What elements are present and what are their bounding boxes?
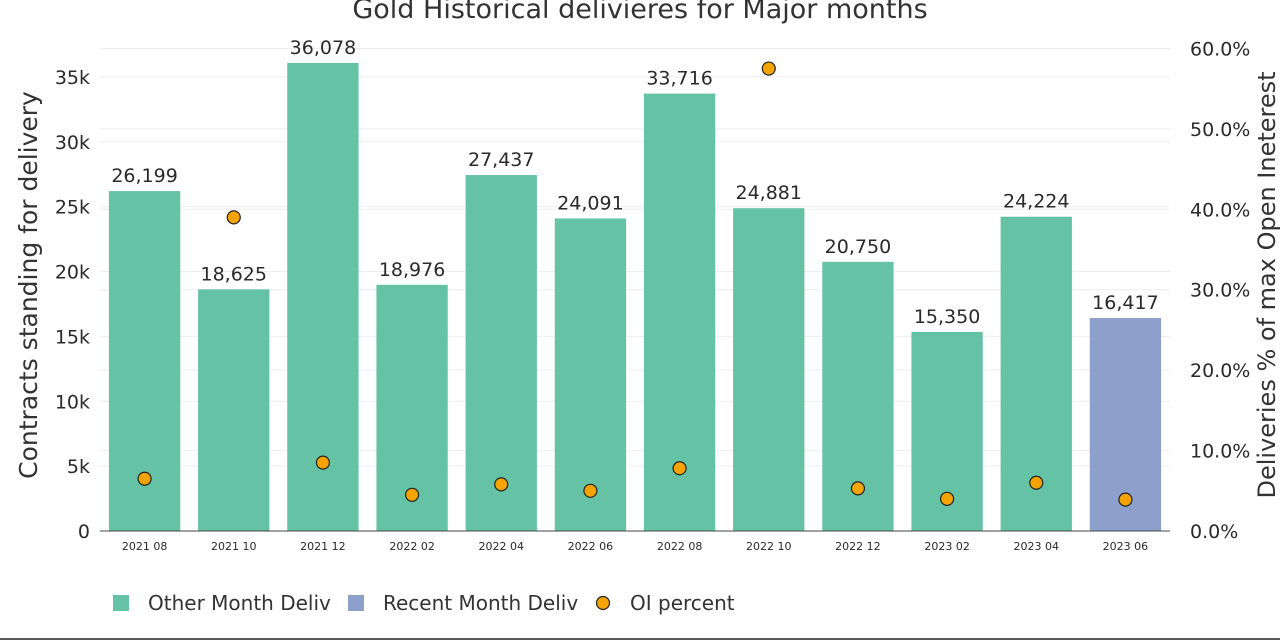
oi-percent-marker[interactable]: [137, 471, 152, 486]
y-tick-label: 25k: [55, 197, 90, 219]
gridlines: [100, 47, 1170, 467]
y-tick-label: 0: [78, 521, 90, 543]
x-tick-label: 2022 12: [835, 540, 881, 553]
y2-tick-label: 10.0%: [1190, 441, 1250, 463]
y2-axis-label: Deliveries % of max Open Ineterest: [1253, 71, 1280, 498]
y-tick-label: 5k: [67, 456, 90, 478]
legend-marker: [595, 595, 611, 611]
x-tick-label: 2022 04: [479, 540, 525, 553]
bar[interactable]: [287, 62, 359, 531]
y-tick-label: 20k: [55, 262, 90, 284]
oi-percent-marker[interactable]: [1118, 492, 1133, 507]
axes: 0 5k 10k 15k 20k 25k 30k 35k 0.0% 10.0% 20.0% 30.0%…: [0, 38, 1280, 640]
x-tick-label: 2022 10: [746, 540, 792, 553]
y-tick-label: 30k: [55, 132, 90, 154]
bar-value-label: 18,625: [201, 263, 267, 285]
x-tick-label: 2022 02: [389, 540, 435, 553]
legend[interactable]: Other Month Deliv Recent Month Deliv OI pe…: [113, 591, 735, 615]
oi-percent-marker[interactable]: [404, 487, 420, 502]
bar-value-label: 24,224: [1003, 191, 1069, 213]
y2-tick-label: 50.0%: [1190, 119, 1250, 141]
oi-percent-marker[interactable]: [850, 481, 866, 496]
oi-percent-marker[interactable]: [494, 477, 509, 492]
bar-value-label: 18,976: [379, 259, 445, 281]
oi-percent-markers: [137, 61, 1133, 507]
y-tick-label: 15k: [55, 326, 90, 348]
bar-value-labels: 26,199 18,625 36,078 18,976 27,437 24,091 33,7…: [111, 37, 1158, 328]
bar[interactable]: [643, 93, 716, 532]
y-tick-label: 35k: [55, 67, 90, 89]
oi-percent-marker[interactable]: [672, 461, 687, 476]
bar-value-label: 36,078: [290, 37, 356, 59]
x-tick-label: 2022 08: [657, 540, 703, 553]
bar-value-label: 15,350: [914, 306, 980, 328]
bar-value-label: 26,199: [111, 165, 177, 187]
legend-swatch: [113, 595, 129, 611]
y2-tick-label: 20.0%: [1190, 360, 1250, 382]
legend-item[interactable]: Other Month Deliv: [113, 591, 331, 615]
bars: [108, 62, 1162, 532]
y2-tick-label: 0.0%: [1190, 521, 1238, 543]
oi-percent-marker[interactable]: [1029, 475, 1044, 490]
chart-title: Gold Historical delivieres for Major mon…: [352, 0, 927, 25]
bar-value-label: 24,881: [736, 182, 802, 204]
x-tick-label: 2021 10: [211, 540, 257, 553]
y2-tick-label: 40.0%: [1190, 199, 1250, 221]
x-tick-label: 2023 02: [924, 540, 970, 553]
x-tick-label: 2023 06: [1103, 540, 1149, 553]
bar[interactable]: [554, 218, 627, 531]
y-tick-label: 10k: [55, 391, 90, 413]
legend-item[interactable]: Recent Month Deliv: [348, 591, 578, 615]
x-tick-label: 2021 12: [300, 540, 346, 553]
bar[interactable]: [733, 208, 805, 531]
legend-label: Other Month Deliv: [148, 591, 331, 615]
y-axis-label: Contracts standing for delivery: [14, 91, 43, 479]
x-tick-label: 2022 06: [568, 540, 614, 553]
y2-tick-label: 60.0%: [1190, 38, 1250, 60]
bar-value-label: 27,437: [468, 149, 534, 171]
oi-percent-marker[interactable]: [226, 210, 241, 225]
bar-value-label: 33,716: [646, 68, 712, 90]
legend-label: OI percent: [630, 591, 735, 615]
bar[interactable]: [465, 175, 537, 532]
oi-percent-marker[interactable]: [315, 455, 331, 470]
oi-percent-marker[interactable]: [939, 491, 955, 506]
oi-percent-marker[interactable]: [583, 483, 598, 498]
bar[interactable]: [198, 289, 270, 531]
bar-value-label: 16,417: [1092, 292, 1158, 314]
legend-swatch: [348, 595, 364, 611]
bar-value-label: 24,091: [557, 192, 623, 214]
legend-item[interactable]: OI percent: [595, 591, 735, 615]
legend-label: Recent Month Deliv: [383, 591, 578, 615]
x-tick-label: 2021 08: [122, 540, 168, 553]
y2-tick-label: 30.0%: [1190, 280, 1250, 302]
bar-value-label: 20,750: [825, 236, 891, 258]
x-tick-label: 2023 04: [1014, 540, 1060, 553]
oi-percent-marker[interactable]: [761, 61, 776, 76]
